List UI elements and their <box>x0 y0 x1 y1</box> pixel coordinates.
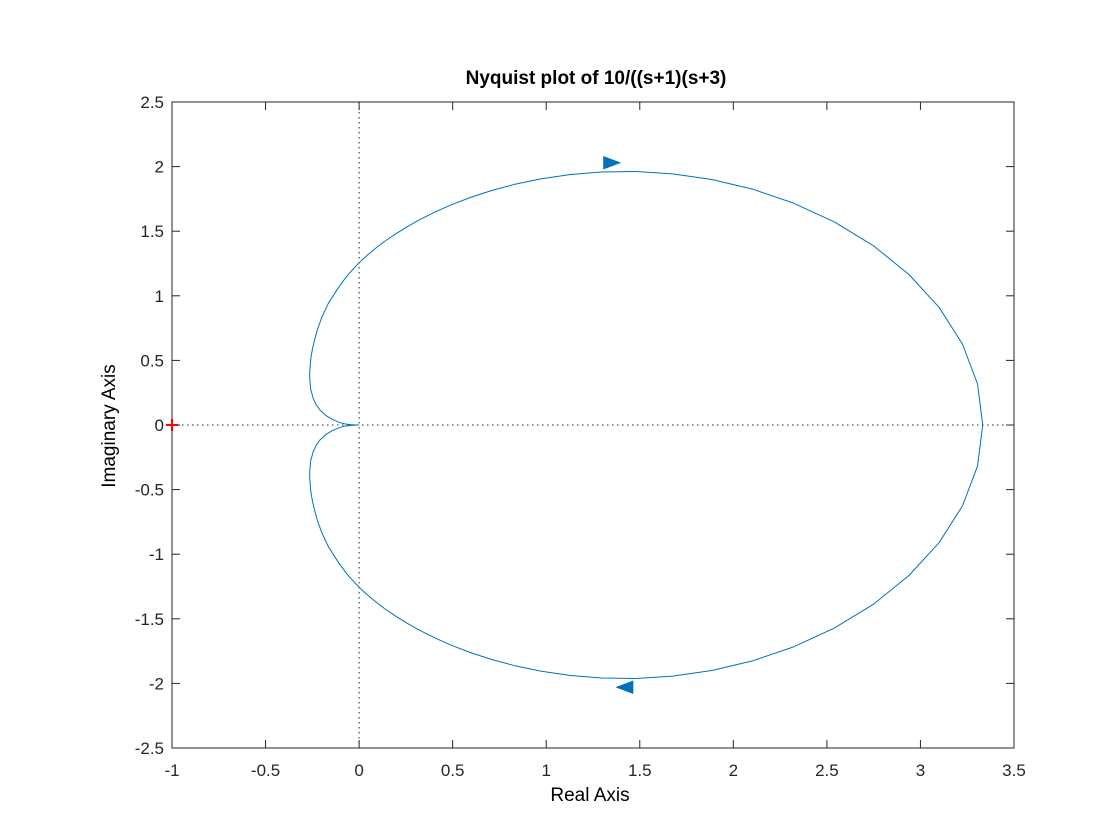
y-tick-label: -1.5 <box>135 610 164 629</box>
x-tick-label: 0 <box>354 761 363 780</box>
x-tick-label: -1 <box>164 761 179 780</box>
x-tick-label: 1.5 <box>628 761 652 780</box>
plot-area: -1 -0.5 0 0.5 1 1.5 2 2.5 3 3.5 2.5 2 1.5 1 0.5 0 -0.5 -1… <box>135 93 1026 780</box>
y-tick-label: -0.5 <box>135 481 164 500</box>
direction-arrow-right <box>603 156 622 170</box>
y-tick-label: 2 <box>155 158 164 177</box>
y-tick-label: 1 <box>155 287 164 306</box>
y-tick-label: -1 <box>149 545 164 564</box>
x-tick-label: 2.5 <box>815 761 839 780</box>
x-tick-label: -0.5 <box>251 761 280 780</box>
y-axis-label: Imaginary Axis <box>99 364 120 488</box>
x-tick-label: 0.5 <box>441 761 465 780</box>
y-tick-label: 1.5 <box>140 222 164 241</box>
x-tick-label: 3 <box>916 761 925 780</box>
x-axis-label: Real Axis <box>550 785 629 806</box>
nyquist-curve-positive-frequency <box>309 171 984 426</box>
nyquist-curve-negative-frequency <box>309 424 984 679</box>
chart-title: Nyquist plot of 10/((s+1)(s+3) <box>466 68 727 89</box>
x-tick-label: 1 <box>541 761 550 780</box>
x-tick-label: 2 <box>729 761 738 780</box>
y-tick-label: 0 <box>155 416 164 435</box>
y-tick-label: -2 <box>149 674 164 693</box>
y-tick-label: 2.5 <box>140 93 164 112</box>
x-tick-label: 3.5 <box>1002 761 1026 780</box>
y-tick-label: 0.5 <box>140 351 164 370</box>
direction-arrow-left <box>615 680 634 694</box>
y-tick-label: -2.5 <box>135 739 164 758</box>
